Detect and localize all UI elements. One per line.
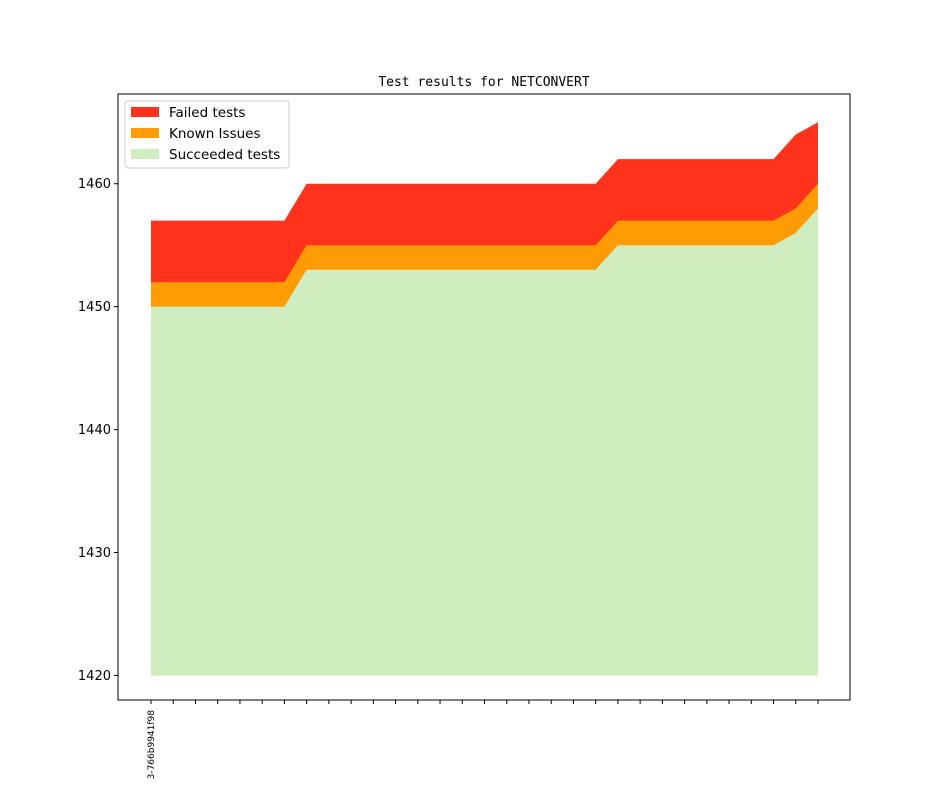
y-tick-label: 1420 [78, 669, 111, 684]
legend-label-failed-tests: Failed tests [169, 105, 245, 121]
x-tick-label: 3-766b9941f98 [147, 710, 157, 780]
area-series-group [151, 122, 818, 676]
y-axis: 1420 1430 1440 1450 1460 [78, 177, 118, 684]
legend-frame [124, 100, 290, 169]
y-tick-label: 1450 [78, 300, 111, 315]
y-tick-label: 1460 [78, 177, 111, 192]
legend-swatch-succeeded-tests [131, 149, 159, 159]
area-succeeded-tests [151, 208, 818, 676]
y-tick-label: 1430 [78, 546, 111, 561]
y-tick-label: 1440 [78, 423, 111, 438]
legend-swatch-failed-tests [131, 107, 159, 117]
x-axis: 3-766b9941f98 [147, 700, 819, 780]
legend: Failed tests Known Issues Succeeded tests [124, 100, 290, 169]
chart-title: Test results for NETCONVERT [378, 75, 589, 90]
legend-swatch-known-issues [131, 128, 159, 138]
legend-label-known-issues: Known Issues [169, 126, 261, 142]
legend-label-succeeded-tests: Succeeded tests [169, 147, 280, 163]
